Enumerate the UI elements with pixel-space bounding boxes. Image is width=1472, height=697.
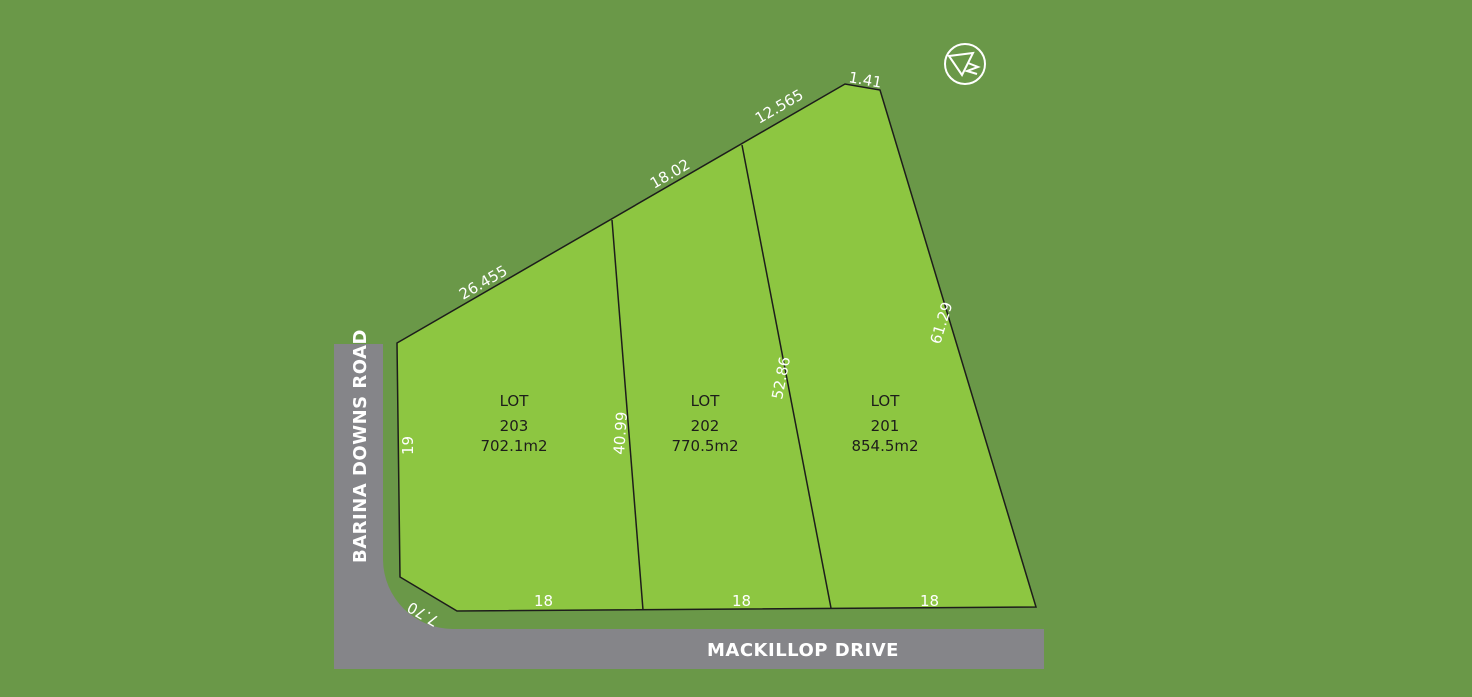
dim-front-203: 18 — [534, 592, 553, 610]
lot-number: 201 — [871, 417, 900, 435]
dim-divider-1: 40.99 — [610, 411, 631, 455]
road-label-mackillop: MACKILLOP DRIVE — [707, 640, 899, 661]
lot-boundary — [396, 83, 1038, 612]
north-arrow-icon — [944, 43, 986, 85]
lot-number: 203 — [500, 417, 529, 435]
lot-divider — [611, 219, 644, 611]
dim-front-201: 18 — [920, 592, 939, 610]
lot-label: LOT — [500, 392, 530, 410]
lot-divider — [741, 144, 832, 609]
lot-201[interactable]: LOT 201 854.5m2 — [851, 392, 918, 455]
lot-202[interactable]: LOT 202 770.5m2 — [671, 392, 738, 455]
lot-area: 854.5m2 — [851, 437, 918, 455]
lot-number: 202 — [691, 417, 720, 435]
dim-top-4: 1.41 — [847, 68, 883, 92]
dim-left: 19 — [399, 436, 417, 455]
lot-label: LOT — [691, 392, 721, 410]
dim-front-202: 18 — [732, 592, 751, 610]
road-surface — [334, 344, 1044, 669]
road-label-barina-downs: BARINA DOWNS ROAD — [350, 329, 371, 563]
lot-area: 770.5m2 — [671, 437, 738, 455]
lot-203[interactable]: LOT 203 702.1m2 — [480, 392, 547, 455]
lot-label: LOT — [871, 392, 901, 410]
lot-area: 702.1m2 — [480, 437, 547, 455]
